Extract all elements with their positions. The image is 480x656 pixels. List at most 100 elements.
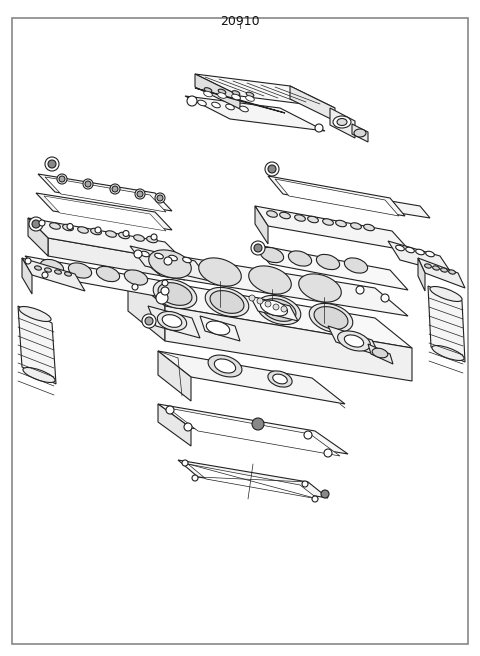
- Polygon shape: [195, 74, 240, 109]
- Polygon shape: [165, 306, 412, 381]
- Polygon shape: [45, 177, 166, 212]
- Ellipse shape: [218, 89, 226, 94]
- Circle shape: [312, 496, 318, 502]
- Ellipse shape: [119, 232, 130, 239]
- Circle shape: [59, 176, 65, 182]
- Polygon shape: [428, 286, 465, 362]
- Ellipse shape: [425, 264, 432, 268]
- Ellipse shape: [288, 251, 312, 266]
- Circle shape: [164, 257, 172, 265]
- Circle shape: [162, 280, 168, 286]
- Circle shape: [302, 481, 308, 487]
- Circle shape: [45, 157, 59, 171]
- Circle shape: [321, 490, 329, 498]
- Ellipse shape: [430, 287, 462, 302]
- Ellipse shape: [210, 291, 244, 314]
- Circle shape: [110, 184, 120, 194]
- Polygon shape: [330, 108, 355, 138]
- Circle shape: [184, 423, 192, 431]
- Circle shape: [85, 181, 91, 187]
- Circle shape: [42, 272, 48, 278]
- Circle shape: [187, 96, 197, 106]
- Polygon shape: [158, 351, 191, 401]
- Circle shape: [249, 295, 255, 301]
- Polygon shape: [28, 218, 185, 262]
- Ellipse shape: [432, 346, 464, 361]
- Ellipse shape: [372, 348, 388, 358]
- Ellipse shape: [62, 224, 73, 231]
- Polygon shape: [252, 244, 408, 290]
- Circle shape: [134, 250, 142, 258]
- Circle shape: [315, 124, 323, 132]
- Circle shape: [39, 220, 45, 226]
- Circle shape: [166, 406, 174, 414]
- Polygon shape: [38, 174, 172, 211]
- Ellipse shape: [316, 255, 340, 270]
- Ellipse shape: [146, 236, 157, 243]
- Circle shape: [32, 220, 40, 228]
- Circle shape: [304, 431, 312, 439]
- Ellipse shape: [65, 272, 72, 276]
- Ellipse shape: [268, 371, 292, 387]
- Polygon shape: [255, 206, 410, 251]
- Ellipse shape: [323, 218, 334, 225]
- Ellipse shape: [350, 223, 361, 229]
- Polygon shape: [418, 258, 465, 288]
- Ellipse shape: [261, 300, 288, 316]
- Polygon shape: [188, 464, 318, 499]
- Polygon shape: [158, 404, 191, 446]
- Polygon shape: [128, 276, 412, 348]
- Ellipse shape: [133, 235, 144, 241]
- Ellipse shape: [273, 374, 287, 384]
- Ellipse shape: [246, 96, 254, 101]
- Ellipse shape: [198, 100, 206, 106]
- Polygon shape: [18, 306, 56, 384]
- Circle shape: [155, 193, 165, 203]
- Ellipse shape: [212, 102, 220, 108]
- Ellipse shape: [204, 88, 212, 92]
- Polygon shape: [178, 460, 328, 498]
- Ellipse shape: [262, 298, 296, 321]
- Polygon shape: [195, 88, 285, 113]
- Circle shape: [324, 449, 332, 457]
- Ellipse shape: [215, 359, 236, 373]
- Ellipse shape: [299, 274, 341, 302]
- Polygon shape: [290, 86, 335, 121]
- Circle shape: [252, 418, 264, 430]
- Circle shape: [351, 195, 359, 203]
- Ellipse shape: [314, 306, 348, 329]
- Text: 20910: 20910: [220, 15, 260, 28]
- Circle shape: [157, 195, 163, 201]
- Polygon shape: [250, 296, 298, 321]
- Circle shape: [145, 317, 153, 325]
- Circle shape: [281, 306, 287, 312]
- Ellipse shape: [206, 321, 230, 335]
- Polygon shape: [352, 124, 368, 142]
- Ellipse shape: [396, 245, 404, 251]
- Ellipse shape: [96, 266, 120, 281]
- Polygon shape: [158, 404, 348, 454]
- Polygon shape: [25, 256, 183, 301]
- Ellipse shape: [246, 92, 254, 97]
- Circle shape: [268, 165, 276, 173]
- Polygon shape: [22, 258, 85, 291]
- Polygon shape: [290, 184, 430, 218]
- Circle shape: [156, 292, 168, 304]
- Polygon shape: [275, 179, 399, 216]
- Circle shape: [95, 227, 101, 233]
- Ellipse shape: [124, 270, 148, 285]
- Ellipse shape: [149, 250, 192, 278]
- Circle shape: [273, 304, 279, 310]
- Polygon shape: [130, 246, 210, 281]
- Circle shape: [265, 162, 279, 176]
- Circle shape: [142, 314, 156, 328]
- Ellipse shape: [158, 283, 192, 305]
- Circle shape: [251, 241, 265, 255]
- Circle shape: [356, 286, 364, 294]
- Ellipse shape: [208, 355, 242, 377]
- Circle shape: [135, 189, 145, 199]
- Ellipse shape: [78, 227, 88, 234]
- Ellipse shape: [19, 306, 51, 321]
- Ellipse shape: [199, 258, 241, 286]
- Circle shape: [67, 224, 73, 230]
